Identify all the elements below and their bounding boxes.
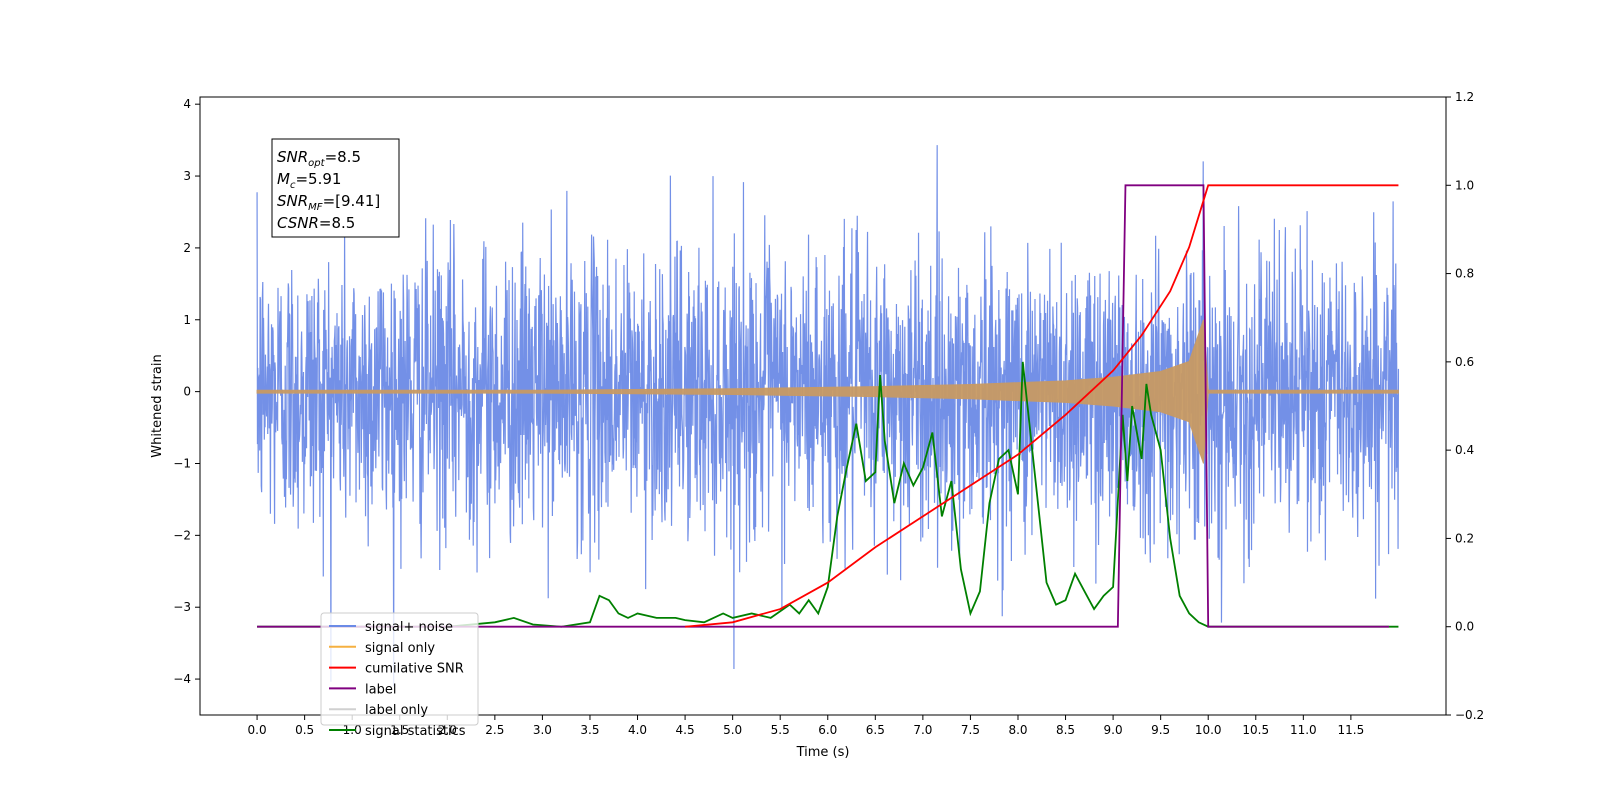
annotation-value: =[9.41] bbox=[323, 192, 381, 210]
y-tick-label: −4 bbox=[173, 672, 191, 686]
x-tick-label: 7.5 bbox=[961, 723, 980, 737]
x-tick-label: 1.5 bbox=[390, 723, 409, 737]
annotation-value: =8.5 bbox=[325, 148, 361, 166]
y2-tick-label: 0.8 bbox=[1455, 267, 1474, 281]
y-tick-label: 0 bbox=[183, 385, 191, 399]
y2-tick-label: 0.4 bbox=[1455, 443, 1474, 457]
series-cumulative-snr-line bbox=[684, 184, 1399, 628]
x-tick-label: 3.0 bbox=[533, 723, 552, 737]
annotation-subscript: opt bbox=[308, 158, 325, 169]
y2-tick-label: 1.0 bbox=[1455, 178, 1474, 192]
annotation-line: SNRopt=8.5 bbox=[277, 148, 361, 169]
annotation-value: =8.5 bbox=[319, 214, 355, 232]
x-tick-label: 6.0 bbox=[818, 723, 837, 737]
x-tick-label: 8.0 bbox=[1008, 723, 1027, 737]
y2-tick-label: 0.6 bbox=[1455, 355, 1474, 369]
x-tick-label: 11.0 bbox=[1290, 723, 1317, 737]
x-tick-label: 10.5 bbox=[1242, 723, 1269, 737]
x-tick-label: 8.5 bbox=[1056, 723, 1075, 737]
x-tick-label: 3.5 bbox=[580, 723, 599, 737]
annotation-symbol: SNR bbox=[277, 192, 308, 210]
annotation-line: SNRMF=[9.41] bbox=[277, 192, 380, 213]
x-tick-label: 11.5 bbox=[1338, 723, 1365, 737]
annotation-frame bbox=[271, 138, 400, 238]
x-tick-label: 5.5 bbox=[771, 723, 790, 737]
series-signal-statistics-line bbox=[257, 361, 1399, 628]
annotation-symbol: M bbox=[277, 170, 290, 188]
annotation-symbol: SNR bbox=[277, 148, 308, 166]
y2-tick-label: −0.2 bbox=[1455, 708, 1484, 722]
y-tick-label: 2 bbox=[183, 241, 191, 255]
legend: signal+ noise signal only cumilative SNR la… bbox=[320, 612, 479, 739]
y2-tick-label: 0.0 bbox=[1455, 620, 1474, 634]
x-tick-label: 6.5 bbox=[866, 723, 885, 737]
x-tick-label: 2.0 bbox=[438, 723, 457, 737]
annotation-line: CSNR=8.5 bbox=[277, 214, 355, 232]
x-tick-label: 5.0 bbox=[723, 723, 742, 737]
x-tick-label: 7.0 bbox=[913, 723, 932, 737]
series-signal-only-envelope bbox=[256, 319, 1399, 464]
legend-label: signal+ noise bbox=[365, 620, 453, 635]
legend-frame bbox=[320, 612, 479, 726]
annotation-subscript: MF bbox=[308, 202, 323, 213]
x-axis-title: Time (s) bbox=[796, 745, 850, 760]
legend-label: label only bbox=[365, 703, 428, 718]
legend-label: signal statistics bbox=[365, 724, 466, 739]
y-axis-title: Whitened strain bbox=[150, 354, 165, 457]
x-tick-label: 0.5 bbox=[295, 723, 314, 737]
x-tick-label: 9.0 bbox=[1104, 723, 1123, 737]
x-tick-label: 4.5 bbox=[676, 723, 695, 737]
y-tick-label: −3 bbox=[173, 600, 191, 614]
annotation-symbol: CSNR bbox=[277, 214, 319, 232]
legend-label: cumilative SNR bbox=[365, 662, 464, 677]
y-tick-label: −2 bbox=[173, 528, 191, 542]
annotation-subscript: c bbox=[290, 180, 296, 191]
y-tick-label: −1 bbox=[173, 456, 191, 470]
y2-tick-label: 0.2 bbox=[1455, 531, 1474, 545]
x-tick-label: 2.5 bbox=[485, 723, 504, 737]
y-tick-label: 3 bbox=[183, 169, 191, 183]
x-tick-label: 10.0 bbox=[1195, 723, 1222, 737]
annotation-line: Mc=5.91 bbox=[277, 170, 341, 191]
axes: 0.0 0.5 1.0 1.5 2.0 2.5 3.0 3.5 4.0 4.5 5.0 5.5 6.0 6… bbox=[150, 90, 1484, 760]
x-tick-label: 4.0 bbox=[628, 723, 647, 737]
x-tick-label: 0.0 bbox=[248, 723, 267, 737]
y2-tick-label: 1.2 bbox=[1455, 90, 1474, 104]
legend-label: signal only bbox=[365, 641, 435, 656]
axes-frame bbox=[199, 96, 1447, 716]
annotation-value: =5.91 bbox=[295, 170, 341, 188]
legend-label: label bbox=[365, 682, 396, 697]
y-tick-label: 1 bbox=[183, 313, 191, 327]
x-tick-label: 9.5 bbox=[1151, 723, 1170, 737]
y-tick-label: 4 bbox=[183, 97, 191, 111]
